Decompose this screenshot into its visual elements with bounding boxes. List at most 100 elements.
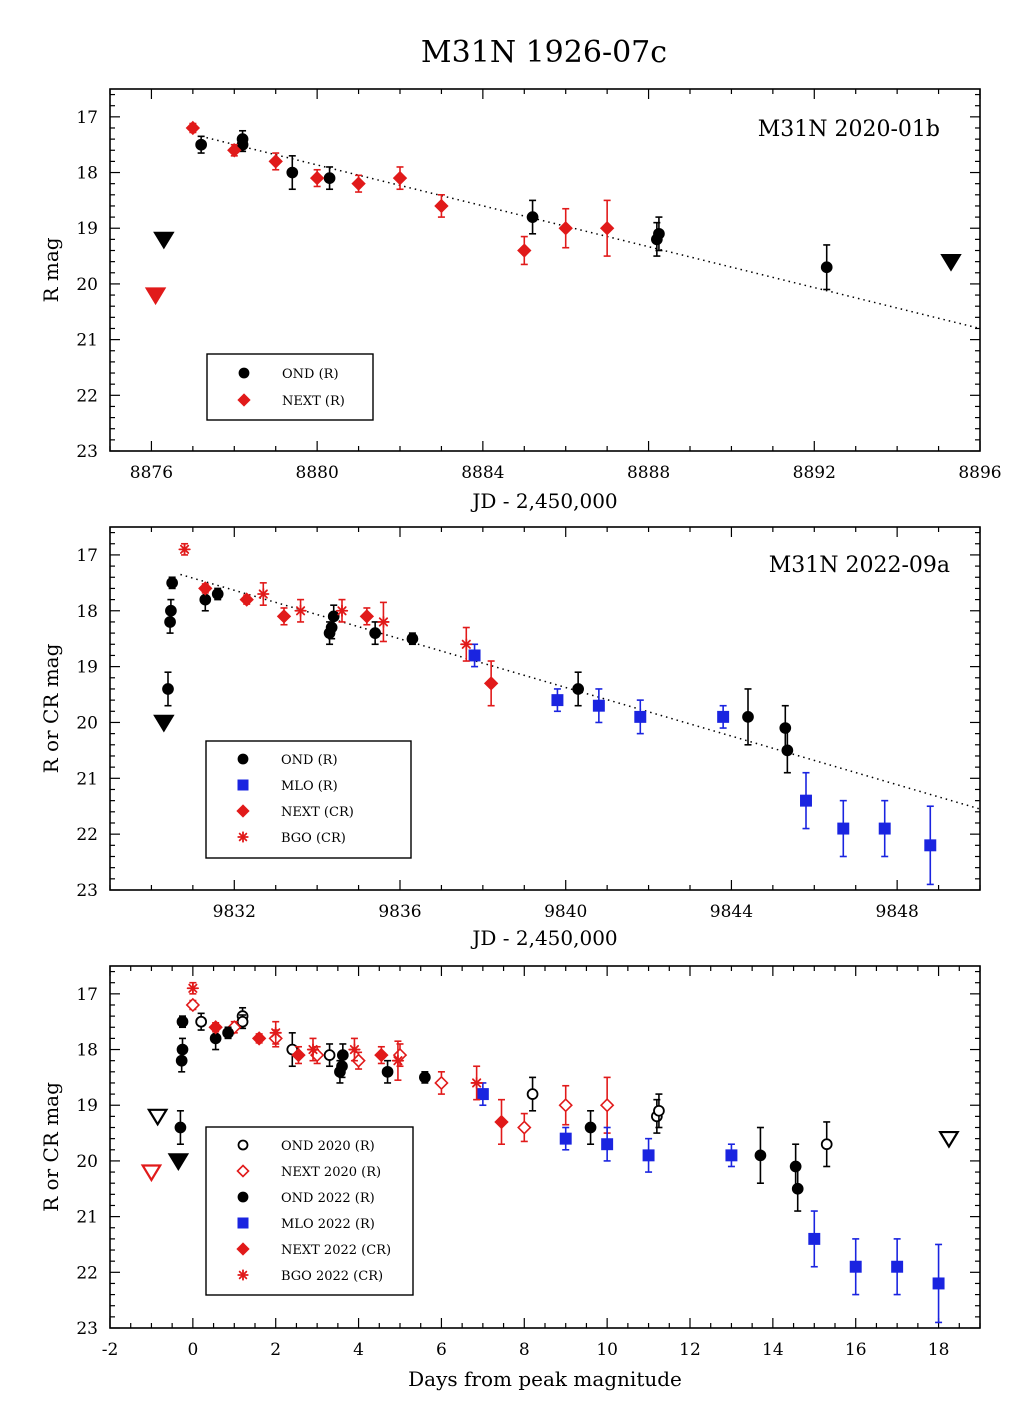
series-next-2020-r- — [185, 997, 615, 1143]
series-mlo-r- — [468, 643, 937, 886]
data-point — [642, 1149, 655, 1162]
series-ond-upper-limit — [153, 714, 175, 733]
data-point — [227, 143, 242, 158]
data-point — [176, 1043, 189, 1056]
data-point — [269, 1026, 282, 1039]
y-tick-label: 23 — [76, 881, 98, 901]
data-point — [551, 694, 564, 707]
data-point — [653, 227, 665, 240]
data-point — [725, 1149, 738, 1162]
data-point — [558, 1098, 573, 1113]
data-point — [348, 1043, 361, 1056]
y-axis-label: R or CR mag — [39, 1082, 63, 1212]
data-point — [291, 1047, 306, 1063]
y-tick-label: 21 — [76, 1208, 98, 1228]
data-point — [599, 1098, 615, 1113]
series-next-2022-cr- — [208, 1020, 509, 1146]
data-point — [891, 1260, 904, 1273]
x-tick-label: -2 — [102, 1340, 119, 1360]
legend-marker — [236, 804, 250, 818]
data-point — [336, 1049, 349, 1061]
x-tick-label: 8876 — [130, 463, 173, 483]
data-point — [211, 588, 224, 600]
y-tick-label: 20 — [76, 1152, 98, 1172]
data-point — [198, 581, 213, 596]
series-ond-2022-r- — [174, 1015, 804, 1212]
y-tick-label: 22 — [76, 825, 98, 845]
legend-marker — [237, 779, 249, 791]
data-point — [434, 1075, 449, 1091]
data-point — [146, 1108, 169, 1127]
data-point — [924, 839, 937, 852]
data-point — [208, 1020, 223, 1035]
legend-marker — [237, 753, 249, 765]
legend-marker — [237, 1269, 249, 1281]
x-tick-label: 4 — [353, 1340, 364, 1360]
legend: OND (R) MLO (R) NEXT (CR) BGO (CR) — [205, 740, 412, 859]
data-point — [419, 1071, 431, 1084]
x-tick-label: 6 — [436, 1340, 447, 1360]
x-tick-label: 8880 — [296, 463, 339, 483]
data-point — [742, 711, 754, 723]
legend-label: OND 2022 (R) — [281, 1191, 375, 1206]
data-point — [717, 710, 730, 723]
data-point — [938, 1130, 960, 1149]
data-point — [381, 1065, 394, 1078]
legend-marker — [237, 1217, 249, 1229]
legend-marker — [237, 1139, 249, 1151]
x-tick-label: 9832 — [213, 902, 256, 922]
x-tick-label: 9848 — [876, 902, 919, 922]
data-point — [176, 1015, 189, 1028]
legend: OND (R) NEXT (R) — [206, 353, 374, 421]
data-point — [335, 604, 349, 617]
data-point — [392, 170, 408, 186]
data-point — [406, 632, 419, 645]
data-point — [634, 710, 647, 723]
data-point — [572, 683, 584, 695]
data-point — [781, 744, 794, 757]
y-tick-label: 17 — [76, 108, 98, 128]
figure-title: M31N 1926-07c — [421, 35, 667, 70]
series-mlo-2022-r- — [476, 1082, 945, 1324]
data-point — [940, 253, 962, 272]
plot-frame — [109, 526, 981, 891]
series-bgo-2022-cr- — [186, 981, 483, 1101]
legend-marker — [237, 1191, 249, 1203]
y-tick-label: 18 — [76, 164, 98, 184]
data-point — [849, 1260, 862, 1273]
series-next-upper-limit — [144, 287, 167, 306]
data-point — [276, 609, 292, 624]
y-tick-label: 22 — [76, 1263, 98, 1283]
data-point — [222, 1026, 234, 1039]
data-point — [239, 592, 254, 607]
data-point — [257, 587, 270, 601]
legend-label: OND 2020 (R) — [281, 1139, 375, 1154]
y-axis-label: R or CR mag — [39, 643, 63, 773]
legend-marker — [237, 393, 251, 407]
data-point — [558, 221, 573, 236]
data-point — [377, 615, 390, 629]
chart-panel-1: 8876 8880 8884 8888 8892 8896 17 18 19 20 21 22 23 JD… — [39, 88, 1002, 513]
series-ond-r- — [162, 576, 794, 774]
legend-label: NEXT (R) — [282, 394, 345, 409]
data-point — [209, 1032, 222, 1045]
data-point — [754, 1149, 767, 1162]
data-point — [820, 1138, 833, 1151]
x-tick-label: 14 — [762, 1340, 784, 1360]
x-tick-label: 9836 — [378, 902, 421, 922]
data-point — [791, 1182, 804, 1195]
data-point — [195, 138, 207, 151]
data-point — [268, 154, 283, 169]
x-tick-label: 2 — [270, 1340, 281, 1360]
data-point — [494, 1114, 509, 1130]
legend-label: MLO 2022 (R) — [281, 1217, 375, 1232]
data-point — [165, 604, 177, 617]
y-tick-label: 19 — [76, 1096, 98, 1116]
y-tick-label: 23 — [76, 442, 98, 462]
data-point — [517, 243, 532, 258]
data-point — [162, 683, 174, 695]
data-point — [359, 609, 375, 624]
legend-label: BGO (CR) — [281, 831, 346, 846]
legend-label: OND (R) — [282, 367, 339, 382]
data-point — [468, 649, 481, 662]
